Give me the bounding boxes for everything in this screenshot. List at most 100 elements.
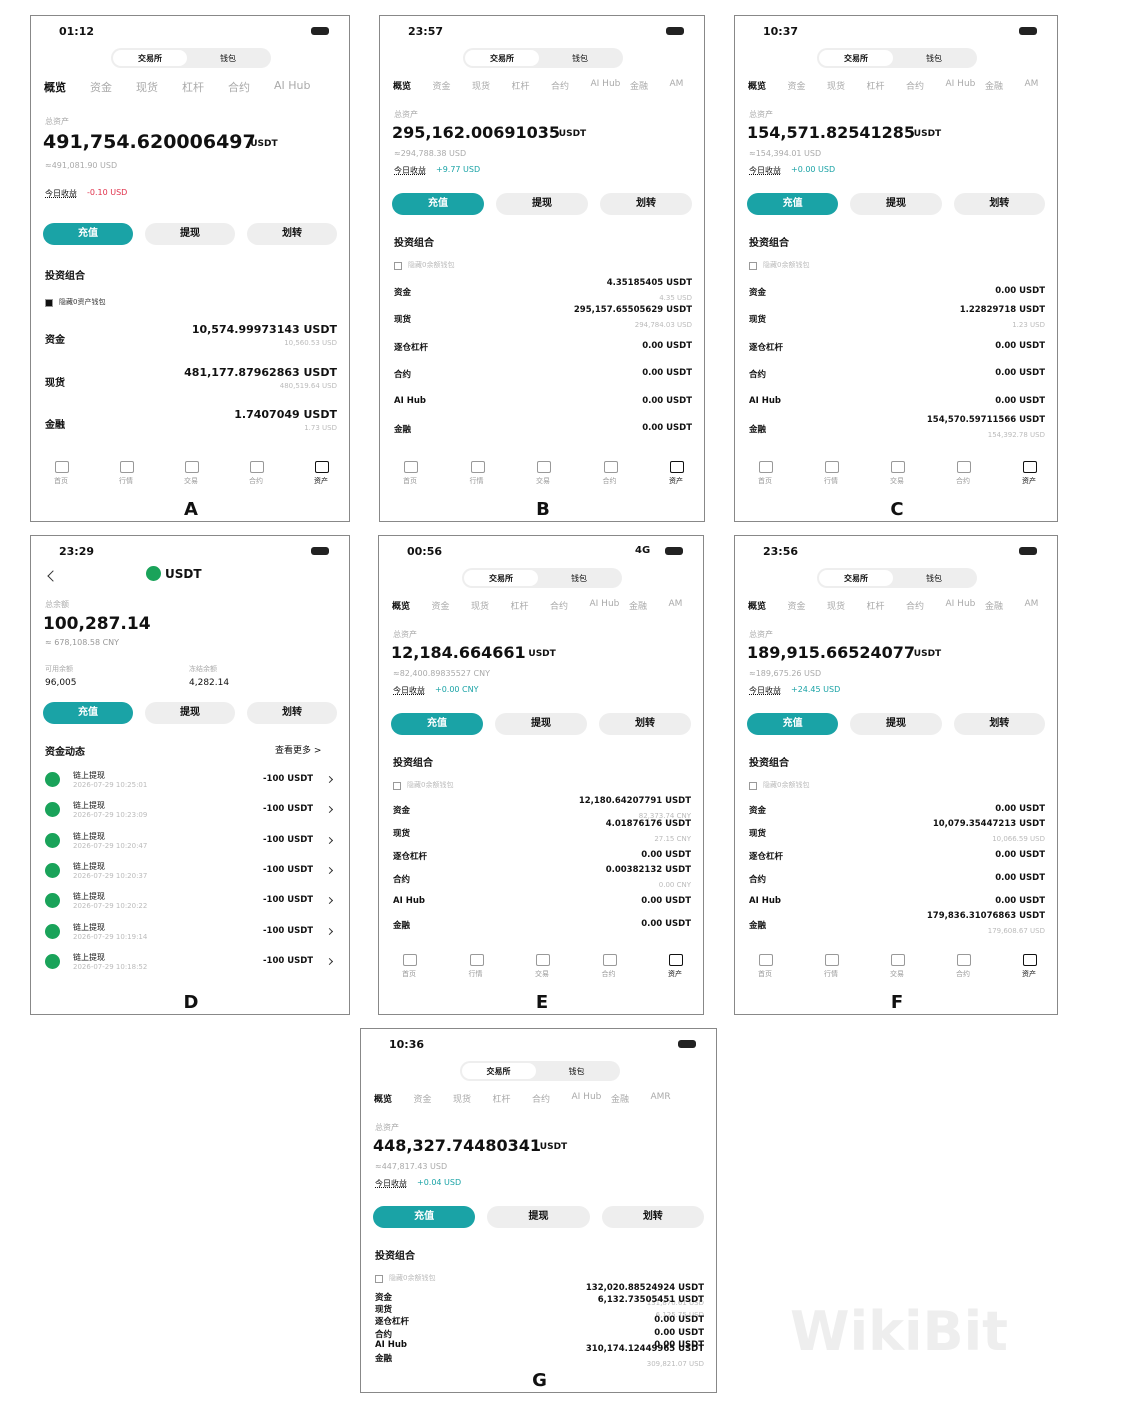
action-button[interactable]: 划转 (600, 193, 692, 215)
tab[interactable]: 金融 (629, 602, 648, 612)
tab[interactable]: 资金 (413, 1095, 432, 1105)
nav-label: 行情 (469, 477, 484, 485)
action-button[interactable]: 提现 (850, 193, 942, 215)
row-name: 逐仓杠杆 (749, 851, 784, 862)
action-button[interactable]: 划转 (953, 713, 1045, 735)
tab[interactable]: 概览 (748, 602, 767, 612)
tab[interactable]: 杠杆 (182, 81, 204, 94)
tab[interactable]: 金融 (985, 82, 1004, 92)
tab[interactable]: 资金 (787, 602, 806, 612)
action-button[interactable]: 提现 (145, 223, 235, 245)
tab[interactable]: 合约 (228, 81, 250, 94)
tab[interactable]: 现货 (827, 82, 846, 92)
action-button[interactable]: 充值 (43, 702, 133, 724)
action-button[interactable]: 充值 (391, 713, 483, 735)
activity-amount: -100 USDT (263, 925, 314, 936)
tab[interactable]: AI Hub (571, 1092, 602, 1102)
nav-label: 合约 (602, 477, 617, 485)
hide-label: 隐藏0余额钱包 (408, 261, 455, 269)
tab[interactable]: AI Hub (945, 599, 976, 609)
tab[interactable]: 现货 (827, 602, 846, 612)
tab[interactable]: 概览 (748, 82, 767, 92)
tab[interactable]: 合约 (906, 602, 925, 612)
back-chevron (47, 570, 59, 582)
tab[interactable]: 合约 (551, 82, 570, 92)
action-button[interactable]: 充值 (43, 223, 133, 245)
action-button[interactable]: 充值 (373, 1206, 476, 1228)
action-button[interactable]: 划转 (247, 702, 337, 724)
nav-icon (670, 461, 684, 473)
pnl-label: 今日收益 (375, 1179, 407, 1188)
tab[interactable]: 合约 (532, 1095, 551, 1105)
tab[interactable]: 杠杆 (510, 602, 529, 612)
action-button[interactable]: 划转 (247, 223, 337, 245)
tab[interactable]: 金融 (985, 602, 1004, 612)
tab[interactable]: AI Hub (589, 599, 620, 609)
portfolio-title: 投资组合 (749, 238, 789, 249)
action-button[interactable]: 提现 (145, 702, 235, 724)
tab[interactable]: 现货 (136, 81, 158, 94)
panel-letter: C (890, 499, 904, 520)
tab[interactable]: AM (668, 599, 683, 609)
action-button[interactable]: 划转 (601, 1206, 704, 1228)
tab[interactable]: 金融 (611, 1095, 630, 1105)
phone-screenshot: 10:37 C 交易所 钱包 概览 资金 现货 杠杆 合约 AI Hub 金融 AM 总资产 154,57… (734, 15, 1058, 522)
chevron (325, 775, 334, 784)
row-value: 0.00 USDT (641, 918, 691, 929)
tab[interactable]: AM (1024, 599, 1039, 609)
tab[interactable]: 资金 (431, 602, 450, 612)
checkbox (394, 262, 402, 270)
tab[interactable]: 现货 (472, 82, 491, 92)
activity-name: 链上提现 (73, 922, 105, 932)
tab[interactable]: 合约 (550, 602, 569, 612)
activity-amount: -100 USDT (263, 774, 314, 784)
tab[interactable]: 杠杆 (866, 82, 885, 92)
pnl: +0.00 USD (791, 165, 836, 174)
row-value: 481,177.87962863 USDT (184, 365, 337, 379)
total-label: 总资产 (749, 630, 773, 639)
tab[interactable]: 概览 (374, 1095, 393, 1105)
tab[interactable]: AI Hub (274, 79, 311, 92)
row-sub: 10,066.59 USD (992, 834, 1045, 843)
nav-label: 资产 (669, 477, 683, 485)
tab[interactable]: 资金 (432, 82, 451, 92)
action-button[interactable]: 充值 (747, 193, 839, 215)
action-button[interactable]: 划转 (599, 713, 691, 735)
tab[interactable]: 概览 (44, 81, 66, 94)
tab[interactable]: AM (1024, 79, 1039, 89)
status-time: 23:29 (59, 545, 95, 558)
tab[interactable]: 金融 (630, 82, 649, 92)
tab[interactable]: 杠杆 (866, 602, 885, 612)
tab[interactable]: 杠杆 (511, 82, 530, 92)
action-button[interactable]: 划转 (953, 193, 1045, 215)
pnl: +9.77 USD (436, 165, 481, 174)
tab[interactable]: 资金 (787, 82, 806, 92)
chevron (325, 927, 334, 935)
action-button[interactable]: 提现 (496, 193, 588, 215)
row-name: 逐仓杠杆 (393, 851, 428, 862)
segment-label: 交易所 (486, 1067, 511, 1076)
action-button[interactable]: 提现 (495, 713, 587, 735)
tab[interactable]: 现货 (471, 602, 490, 612)
tab[interactable]: 合约 (906, 82, 925, 92)
nav-icon (536, 954, 550, 966)
nav-label: 交易 (890, 970, 904, 978)
tab[interactable]: AMR (650, 1092, 671, 1102)
usdt-icon (45, 893, 60, 909)
tab[interactable]: AI Hub (945, 79, 976, 89)
more-link[interactable]: 查看更多 > (275, 746, 322, 756)
tab[interactable]: 概览 (393, 82, 412, 92)
tab[interactable]: 资金 (90, 81, 112, 94)
total-label: 总资产 (45, 117, 69, 126)
tab[interactable]: 概览 (392, 602, 411, 612)
action-button[interactable]: 提现 (850, 713, 942, 735)
tab[interactable]: 现货 (453, 1095, 472, 1105)
activity-amount: -100 USDT (263, 864, 314, 875)
tab[interactable]: 杠杆 (492, 1095, 511, 1105)
tab[interactable]: AM (669, 79, 684, 89)
action-button[interactable]: 提现 (487, 1206, 590, 1228)
action-button[interactable]: 充值 (392, 193, 484, 215)
action-button[interactable]: 充值 (747, 713, 839, 735)
row-value: 1.22829718 USDT (959, 305, 1045, 316)
tab[interactable]: AI Hub (590, 79, 621, 89)
